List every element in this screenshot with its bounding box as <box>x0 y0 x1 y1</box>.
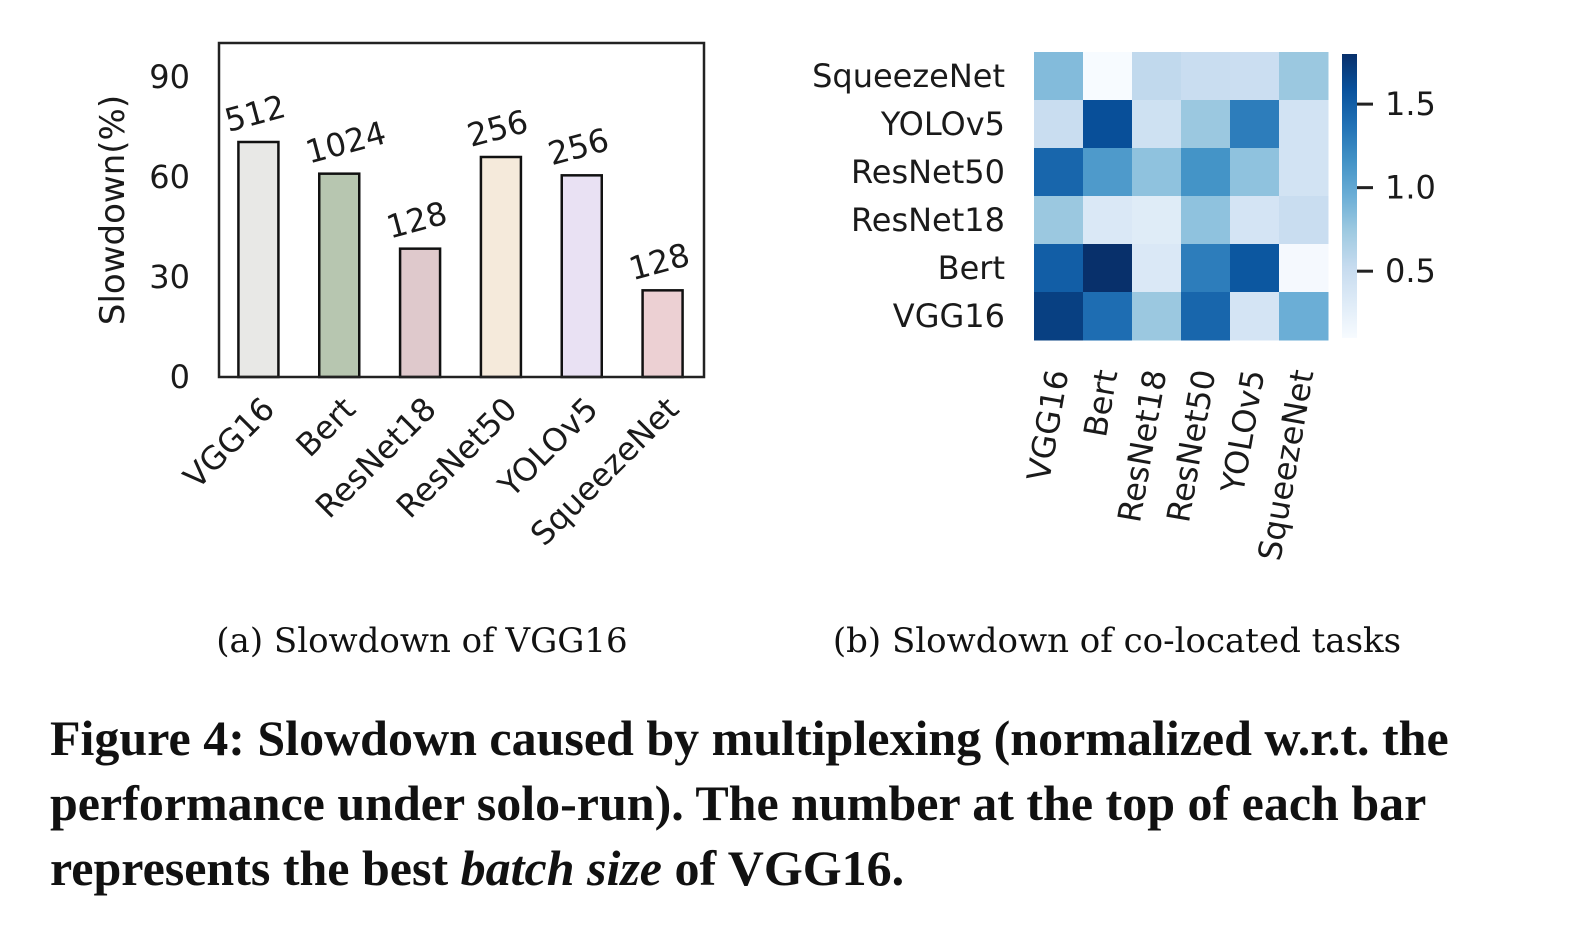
y-tick-label: 90 <box>149 58 190 96</box>
heatmap-cell <box>1279 52 1329 101</box>
heatmap-cell <box>1181 148 1231 197</box>
heatmap-cell <box>1083 196 1133 245</box>
y-tick-label: 30 <box>149 258 190 296</box>
heatmap-cell <box>1034 100 1084 149</box>
bar-value-label: 128 <box>382 194 451 247</box>
colorbar-tick-label: 1.5 <box>1385 85 1436 123</box>
heatmap-cell <box>1132 196 1182 245</box>
bar <box>237 140 280 379</box>
heatmap-cell <box>1230 52 1280 101</box>
row-label: Bert <box>938 249 1005 287</box>
row-label: YOLOv5 <box>880 105 1005 143</box>
heatmap-cell <box>1181 244 1231 293</box>
heatmap-cell <box>1132 148 1182 197</box>
bar-value-label: 256 <box>463 102 532 155</box>
colorbar <box>1342 54 1357 338</box>
heatmap-cell <box>1181 100 1231 149</box>
subcaption-a: (a) Slowdown of VGG16 <box>216 621 627 661</box>
y-tick-labels: 0 30 60 90 <box>149 58 190 396</box>
column-labels: VGG16 BertResNet18ResNet50YOLOv5SqueezeNe… <box>1019 367 1321 564</box>
heatmap-cell <box>1083 292 1133 341</box>
caption-text-end: of VGG16. <box>662 840 905 896</box>
heatmap-cells <box>1034 52 1329 341</box>
y-tick-label: 60 <box>149 158 190 196</box>
bar-value-label: 128 <box>625 236 694 289</box>
heatmap-cell <box>1279 292 1329 341</box>
x-tick-label: VGG16 <box>176 390 282 496</box>
heatmap-cell <box>1034 52 1084 101</box>
bar-value-label: 512 <box>221 87 290 140</box>
row-label: VGG16 <box>893 297 1005 335</box>
heatmap-cell <box>1230 244 1280 293</box>
x-tick-label: Bert <box>288 390 362 464</box>
heatmap-cell <box>1083 244 1133 293</box>
heatmap-cell <box>1279 148 1329 197</box>
column-label: VGG16 <box>1019 367 1076 484</box>
subcaption-b: (b) Slowdown of co-located tasks <box>833 621 1401 661</box>
y-axis-label: Slowdown(%) <box>93 95 133 325</box>
heatmap: SqueezeNetYOLOv5ResNet50ResNet18BertVGG1… <box>812 52 1436 661</box>
row-label: ResNet50 <box>851 153 1005 191</box>
row-label: ResNet18 <box>851 201 1005 239</box>
colorbar-tick-label: 0.5 <box>1385 252 1436 290</box>
bar <box>398 247 442 379</box>
heatmap-cell <box>1132 100 1182 149</box>
caption-text: Figure 4: Slowdown caused by multiplexin… <box>50 710 1449 896</box>
y-tick-label: 0 <box>170 358 190 396</box>
heatmap-cell <box>1083 52 1133 101</box>
heatmap-cell <box>1034 244 1084 293</box>
column-label: Bert <box>1076 367 1125 440</box>
x-tick-labels: VGG16 BertResNet18ResNet50YOLOv5SqueezeNe… <box>176 390 686 553</box>
heatmap-cell <box>1279 100 1329 149</box>
row-labels: SqueezeNet YOLOv5 ResNet50 ResNet18 Bert VGG1… <box>812 57 1005 335</box>
figure-caption: Figure 4: Slowdown caused by multiplexin… <box>50 706 1550 901</box>
row-label: SqueezeNet <box>812 57 1005 95</box>
bar <box>641 289 684 379</box>
heatmap-cell <box>1230 292 1280 341</box>
heatmap-cell <box>1279 244 1329 293</box>
bars <box>237 140 684 379</box>
heatmap-cell <box>1230 196 1280 245</box>
plot-frame <box>217 41 706 379</box>
heatmap-cell <box>1034 292 1084 341</box>
heatmap-cell <box>1181 196 1231 245</box>
heatmap-cell <box>1181 292 1231 341</box>
bar <box>318 172 361 379</box>
colorbar-tick-label: 1.0 <box>1385 169 1436 207</box>
heatmap-cell <box>1083 100 1133 149</box>
bar-value-label: 1024 <box>301 114 389 172</box>
caption-emphasis: batch size <box>460 840 663 896</box>
bar-value-label: 256 <box>544 121 613 174</box>
bar <box>560 174 603 379</box>
bar <box>479 155 523 379</box>
heatmap-cell <box>1181 52 1231 101</box>
heatmap-cell <box>1034 196 1084 245</box>
heatmap-cell <box>1083 148 1133 197</box>
heatmap-cell <box>1230 100 1280 149</box>
heatmap-cell <box>1034 148 1084 197</box>
heatmap-cell <box>1132 244 1182 293</box>
colorbar-ticks: 0.5 1.0 1.5 <box>1357 85 1436 290</box>
heatmap-cell <box>1132 292 1182 341</box>
heatmap-cell <box>1132 52 1182 101</box>
heatmap-cell <box>1279 196 1329 245</box>
heatmap-cell <box>1230 148 1280 197</box>
